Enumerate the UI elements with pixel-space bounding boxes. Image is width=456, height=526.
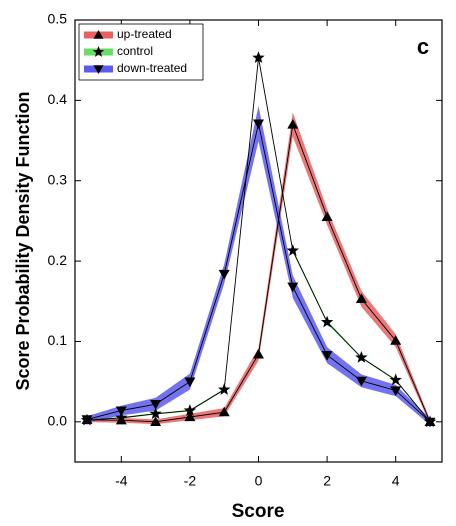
- y-tick-label: 0.5: [48, 11, 68, 27]
- marker: [355, 351, 368, 363]
- y-tick-label: 0.2: [48, 252, 68, 268]
- legend-label: up-treated: [117, 27, 172, 41]
- marker: [252, 51, 265, 64]
- marker: [253, 348, 264, 359]
- marker: [115, 406, 127, 417]
- legend-marker: [93, 65, 104, 74]
- legend-marker: [92, 46, 105, 57]
- legend-marker: [93, 30, 104, 39]
- error-band: [87, 105, 430, 426]
- plot-frame: [74, 19, 443, 463]
- marker: [218, 269, 230, 280]
- legend-label: down-treated: [117, 61, 187, 75]
- marker: [390, 386, 402, 396]
- error-band: [87, 112, 430, 425]
- y-tick-label: 0.0: [48, 413, 68, 429]
- marker: [321, 211, 333, 222]
- marker: [424, 417, 436, 428]
- x-tick-label: 2: [323, 473, 331, 489]
- line: [86, 124, 431, 423]
- marker: [149, 407, 162, 420]
- x-tick-label: -2: [184, 473, 197, 489]
- x-tick-label: 4: [392, 473, 400, 489]
- marker: [287, 118, 299, 129]
- panel-label: c: [417, 34, 429, 59]
- marker: [150, 400, 162, 410]
- marker: [287, 282, 299, 293]
- marker: [320, 315, 334, 328]
- x-tick-label: 0: [255, 473, 263, 489]
- y-tick-label: 0.1: [48, 332, 68, 348]
- marker: [253, 119, 264, 130]
- marker: [81, 415, 93, 425]
- marker: [150, 416, 162, 426]
- marker: [390, 335, 402, 345]
- marker: [321, 350, 333, 361]
- y-tick-label: 0.4: [48, 91, 68, 107]
- marker: [184, 411, 196, 422]
- marker: [286, 244, 299, 256]
- marker: [355, 376, 367, 387]
- marker: [115, 411, 128, 424]
- x-tick-label: -4: [115, 473, 128, 489]
- y-axis-label: Score Probability Density Function: [13, 91, 33, 390]
- marker: [218, 406, 230, 417]
- line: [86, 123, 431, 423]
- legend-label: control: [117, 44, 153, 58]
- y-tick-label: 0.3: [48, 171, 68, 187]
- marker: [389, 373, 402, 386]
- marker: [218, 383, 231, 395]
- marker: [184, 377, 196, 388]
- marker: [183, 404, 197, 416]
- x-axis-label: Score: [232, 501, 285, 522]
- marker: [355, 293, 367, 303]
